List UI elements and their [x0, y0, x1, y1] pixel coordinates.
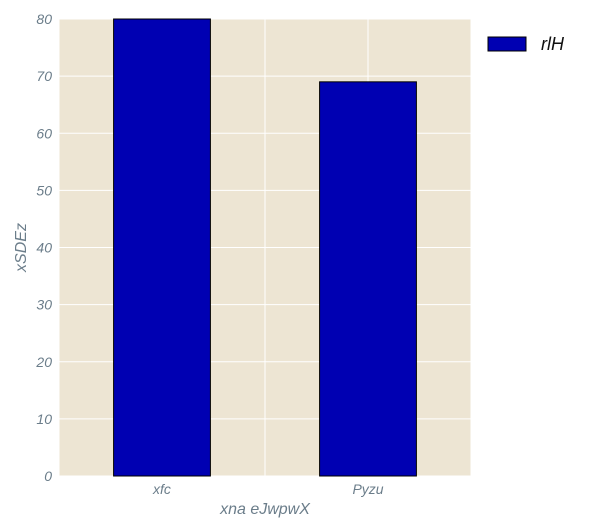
y-tick-label: 20: [35, 354, 52, 370]
y-tick-label: 30: [36, 297, 52, 313]
y-tick-label: 60: [36, 125, 52, 141]
y-tick-labels: 0 10 20 30 40 50 60 70 80: [35, 11, 52, 484]
y-tick-label: 70: [36, 68, 52, 84]
y-tick-label: 80: [36, 11, 52, 27]
legend-label: rlH: [541, 34, 565, 54]
x-axis-label: xna eJwpwX: [219, 501, 311, 518]
bar-xfc: [113, 18, 211, 477]
y-axis-label: xSDEz: [13, 223, 30, 273]
legend: rlH: [487, 34, 565, 54]
y-tick-label: 0: [44, 468, 52, 484]
x-tick-label: xfc: [152, 481, 171, 497]
bars: [113, 18, 417, 477]
y-tick-label: 50: [36, 182, 52, 198]
y-tick-label: 10: [36, 411, 52, 427]
x-tick-labels: xfc Pyzu: [152, 481, 384, 497]
y-tick-label: 40: [36, 240, 52, 256]
bar-pyzu: [319, 81, 417, 477]
x-tick-label: Pyzu: [352, 481, 383, 497]
legend-swatch: [487, 36, 527, 52]
